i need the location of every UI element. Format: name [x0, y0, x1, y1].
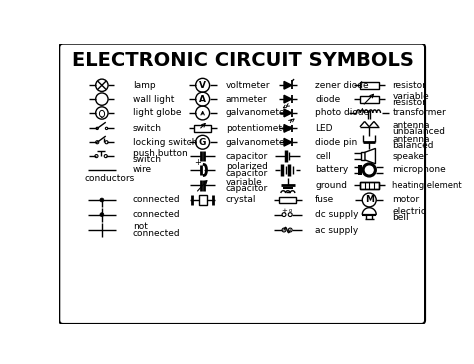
Text: polarized: polarized — [226, 162, 268, 171]
Bar — [360, 182, 379, 189]
Text: resistor: resistor — [392, 81, 427, 90]
Text: motor: motor — [392, 195, 419, 205]
Text: electric: electric — [392, 207, 427, 216]
Text: variable: variable — [226, 178, 263, 187]
Text: galvanometer: galvanometer — [226, 138, 289, 147]
Text: G: G — [199, 138, 206, 147]
Text: not: not — [133, 222, 148, 232]
Text: switch: switch — [133, 155, 162, 164]
Bar — [358, 165, 362, 175]
Text: potentiometer: potentiometer — [226, 124, 291, 133]
Text: ELECTRONIC CIRCUIT SYMBOLS: ELECTRONIC CIRCUIT SYMBOLS — [72, 51, 414, 70]
Bar — [360, 82, 379, 89]
Text: A: A — [199, 95, 206, 104]
Text: resistor: resistor — [392, 98, 427, 107]
Polygon shape — [284, 138, 292, 146]
Text: LED: LED — [315, 124, 332, 133]
Bar — [194, 125, 211, 132]
Text: ammeter: ammeter — [226, 95, 267, 104]
Text: V: V — [199, 81, 206, 90]
Text: cell: cell — [315, 151, 331, 161]
Text: antenna: antenna — [392, 135, 430, 144]
Text: variable: variable — [392, 91, 429, 100]
Text: capacitor: capacitor — [226, 151, 268, 161]
Bar — [360, 182, 365, 189]
Text: diode: diode — [315, 95, 340, 104]
Text: +: + — [194, 158, 201, 167]
Text: balanced: balanced — [392, 141, 434, 150]
Text: switch: switch — [133, 124, 162, 133]
Circle shape — [100, 213, 104, 217]
FancyBboxPatch shape — [59, 44, 425, 324]
Bar — [374, 182, 379, 189]
Text: locking switch: locking switch — [133, 138, 197, 147]
Text: M: M — [365, 195, 374, 205]
Text: connected: connected — [133, 229, 181, 238]
Text: connected: connected — [133, 195, 181, 205]
Text: fuse: fuse — [315, 195, 334, 205]
Text: light globe: light globe — [133, 108, 182, 118]
Bar — [360, 182, 379, 189]
Polygon shape — [362, 208, 376, 215]
Text: speaker: speaker — [392, 151, 428, 161]
Bar — [365, 182, 369, 189]
Text: heating element: heating element — [392, 181, 462, 190]
Text: push button: push button — [133, 149, 188, 158]
Circle shape — [100, 198, 104, 202]
Bar — [369, 182, 374, 189]
Text: wall light: wall light — [133, 95, 174, 104]
Polygon shape — [284, 109, 292, 117]
Text: ground: ground — [315, 181, 347, 190]
Bar — [279, 197, 296, 203]
Text: +: + — [281, 208, 287, 214]
Text: antenna: antenna — [392, 121, 430, 130]
Bar — [361, 152, 365, 160]
Text: zener diode: zener diode — [315, 81, 369, 90]
Polygon shape — [284, 82, 292, 89]
Text: unbalanced: unbalanced — [392, 127, 446, 136]
Circle shape — [362, 163, 376, 177]
Text: bell: bell — [392, 213, 409, 222]
Text: conductors: conductors — [85, 174, 135, 183]
Text: photo diode: photo diode — [315, 108, 369, 118]
Bar — [360, 96, 379, 103]
Polygon shape — [284, 124, 292, 132]
Text: battery: battery — [315, 166, 348, 174]
Text: lamp: lamp — [133, 81, 155, 90]
Text: crystal: crystal — [226, 195, 256, 205]
Text: voltmeter: voltmeter — [226, 81, 270, 90]
Bar — [199, 195, 207, 205]
Polygon shape — [284, 95, 292, 103]
Text: capacitor: capacitor — [226, 184, 268, 193]
Text: connected: connected — [133, 210, 181, 219]
Text: ac supply: ac supply — [315, 226, 358, 234]
Text: galvanometer: galvanometer — [226, 108, 289, 118]
Polygon shape — [365, 149, 375, 164]
Text: dc supply: dc supply — [315, 210, 358, 219]
Text: wire: wire — [133, 166, 152, 174]
Text: o: o — [289, 208, 292, 213]
Text: diode pin: diode pin — [315, 138, 357, 147]
Text: capacitor: capacitor — [226, 169, 268, 178]
Text: microphone: microphone — [392, 166, 446, 174]
Text: transformer: transformer — [392, 108, 446, 118]
Circle shape — [365, 166, 373, 174]
